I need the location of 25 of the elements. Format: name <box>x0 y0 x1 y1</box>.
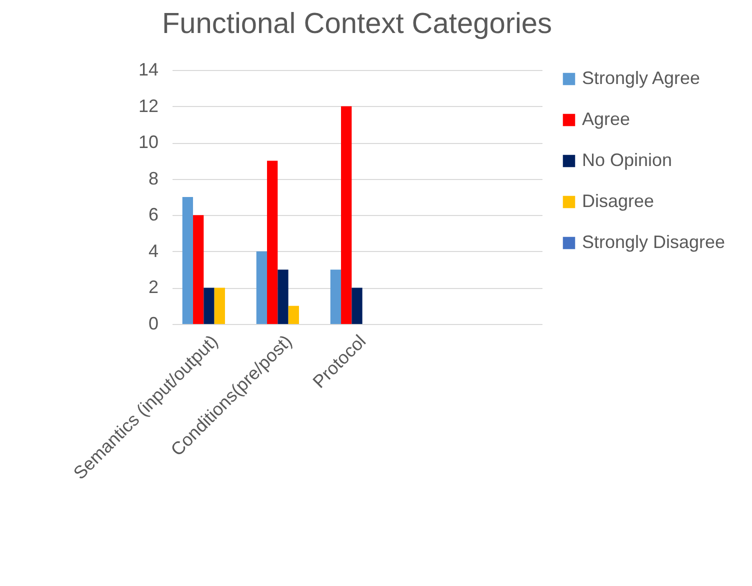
legend-label: No Opinion <box>582 150 672 170</box>
y-tick-label: 8 <box>148 168 158 188</box>
bar <box>267 160 278 324</box>
bar <box>193 215 204 324</box>
bar <box>352 288 362 324</box>
y-tick-label: 6 <box>148 204 158 225</box>
y-tick-label: 2 <box>148 277 158 298</box>
y-tick-label: 0 <box>148 314 158 334</box>
legend-label: Disagree <box>582 191 654 211</box>
legend-label: Strongly Disagree <box>582 232 726 252</box>
bar <box>278 270 288 324</box>
y-tick-label: 14 <box>138 60 158 80</box>
legend-label: Strongly Agree <box>582 68 700 88</box>
chart-title: Functional Context Categories <box>162 8 552 40</box>
bar <box>204 288 214 324</box>
bar <box>288 306 299 324</box>
y-tick-label: 4 <box>148 240 158 261</box>
bar <box>256 251 268 324</box>
legend-label: Agree <box>582 109 630 129</box>
bar <box>341 106 352 324</box>
bar <box>214 288 225 324</box>
bar <box>182 197 194 324</box>
y-tick-label: 12 <box>138 96 158 116</box>
y-tick-label: 10 <box>138 132 158 152</box>
bar <box>330 270 342 324</box>
